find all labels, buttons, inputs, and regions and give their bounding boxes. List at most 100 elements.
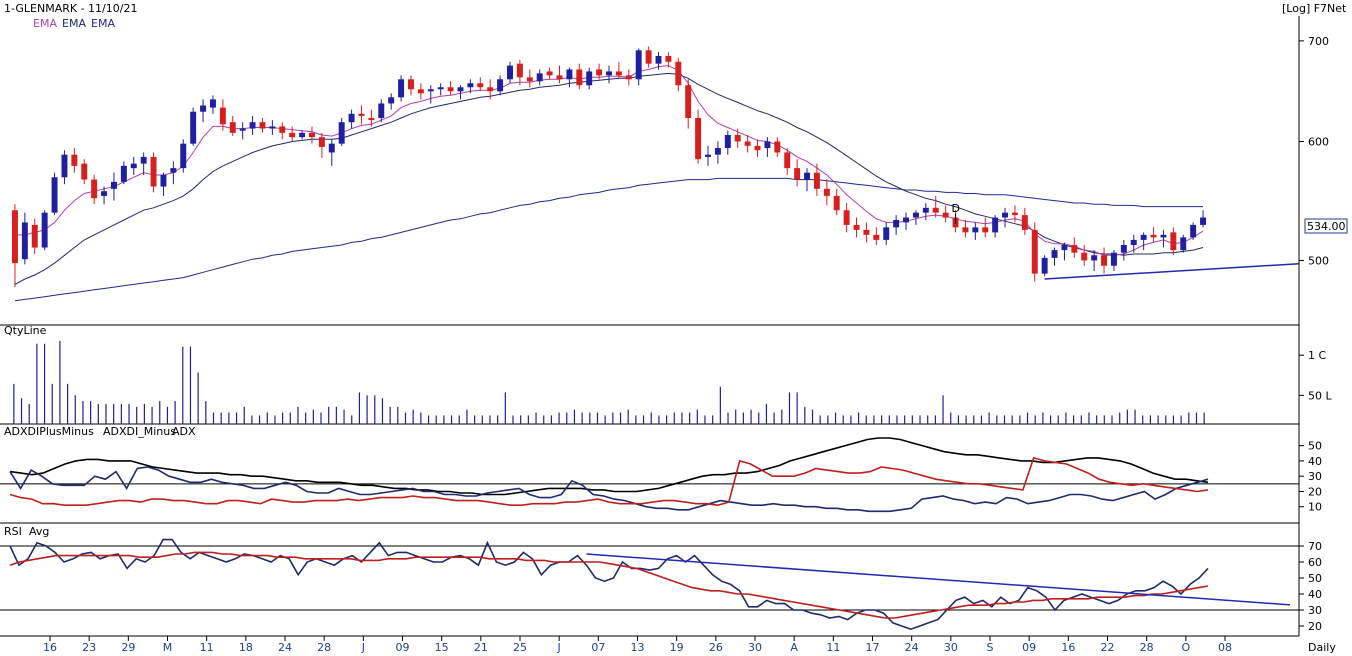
ema-legend-2: EMA xyxy=(62,17,86,30)
ema-lines xyxy=(14,65,1204,302)
candle-body xyxy=(843,210,850,225)
candle xyxy=(843,203,850,233)
candle-body xyxy=(249,122,256,129)
volume-tick-label: 50 L xyxy=(1308,389,1332,402)
candle-body xyxy=(526,77,533,82)
candle-body xyxy=(972,227,979,233)
candle xyxy=(21,212,28,265)
candle-body xyxy=(408,79,414,90)
candle xyxy=(665,52,672,68)
candle-body xyxy=(130,163,137,169)
candle-body xyxy=(338,122,345,144)
candle xyxy=(1071,237,1078,258)
candle-body xyxy=(1041,257,1048,274)
candle xyxy=(358,105,365,125)
candle xyxy=(348,109,355,129)
candle-body xyxy=(457,87,464,92)
candle xyxy=(1031,222,1038,282)
candle-body xyxy=(883,227,890,240)
x-tick-label: 29 xyxy=(121,641,135,654)
x-tick-label: 16 xyxy=(43,641,57,654)
candle xyxy=(309,126,315,144)
candle-body xyxy=(962,227,969,233)
candle xyxy=(289,126,296,142)
candle xyxy=(645,46,652,68)
candle-body xyxy=(586,71,593,86)
series-line xyxy=(9,456,1209,507)
candle xyxy=(318,132,325,159)
candle xyxy=(477,77,484,92)
candle-body xyxy=(41,212,48,248)
candle-body xyxy=(209,99,216,108)
candle xyxy=(61,150,68,185)
candle-body xyxy=(91,179,98,199)
candle xyxy=(714,141,721,164)
candle-body xyxy=(180,143,187,169)
candlesticks xyxy=(11,46,1207,288)
volume-tick-label: 1 C xyxy=(1308,349,1326,362)
ema-mid-line xyxy=(14,72,1204,285)
candle-body xyxy=(1031,229,1038,274)
candle xyxy=(774,137,781,157)
candle xyxy=(180,139,187,173)
candle-body xyxy=(863,229,870,235)
candle xyxy=(249,115,256,135)
tick-label: 10 xyxy=(1308,501,1322,514)
candle-body xyxy=(744,141,751,146)
period-label: Daily xyxy=(1308,641,1336,654)
candle xyxy=(497,75,504,96)
candle xyxy=(1200,210,1207,228)
ema-legend-1: EMA xyxy=(33,17,57,30)
x-axis: 16 23 29 M 11 18 24 28 J 09 15 21 25 J 07 13 19 26 30 A 11 17… xyxy=(43,636,1232,654)
candle xyxy=(398,75,405,102)
candle xyxy=(804,168,810,192)
candle-body xyxy=(1170,232,1177,251)
x-tick-label: 18 xyxy=(239,641,253,654)
candle xyxy=(1041,255,1048,277)
ema-legend: EMA EMA EMA xyxy=(33,17,115,30)
candle xyxy=(51,172,58,216)
price-axis: 700 600 500 xyxy=(1299,35,1329,267)
dividend-marker: D xyxy=(952,202,960,215)
tick-label: 40 xyxy=(1308,455,1322,468)
x-tick-label: O xyxy=(1181,641,1190,654)
x-tick-label: 21 xyxy=(474,641,488,654)
x-tick-label: 08 xyxy=(1218,641,1232,654)
candle xyxy=(526,69,533,88)
candle xyxy=(457,85,464,100)
candle xyxy=(734,128,741,149)
candle xyxy=(625,69,632,86)
candle xyxy=(190,107,197,146)
candle xyxy=(635,48,642,86)
candle-body xyxy=(566,69,573,80)
candle-body xyxy=(516,63,523,78)
candle xyxy=(1130,234,1137,253)
candle-body xyxy=(110,181,117,189)
candle-body xyxy=(1160,234,1167,238)
tick-label: 30 xyxy=(1308,604,1322,617)
candle-body xyxy=(546,71,553,76)
candle-body xyxy=(289,132,296,138)
candle xyxy=(1002,207,1009,228)
candle-body xyxy=(61,154,68,178)
current-price-label: 534.00 xyxy=(1307,220,1346,233)
candle xyxy=(328,139,335,166)
candle-body xyxy=(714,148,721,155)
x-tick-label: 13 xyxy=(631,641,645,654)
candle-body xyxy=(160,174,167,187)
candle-body xyxy=(932,207,939,213)
rsi-title-avg: Avg xyxy=(29,525,49,538)
candle xyxy=(833,188,840,216)
candle xyxy=(160,172,167,196)
candle-body xyxy=(1110,252,1117,266)
candle xyxy=(338,117,345,146)
candle xyxy=(1120,239,1127,261)
candle xyxy=(1021,207,1028,235)
candle xyxy=(932,195,939,218)
x-tick-label: 28 xyxy=(1140,641,1154,654)
x-tick-label: 19 xyxy=(670,641,684,654)
candle-body xyxy=(318,137,325,147)
current-price-box xyxy=(1304,218,1348,234)
candle xyxy=(655,52,662,70)
candle xyxy=(368,109,375,127)
